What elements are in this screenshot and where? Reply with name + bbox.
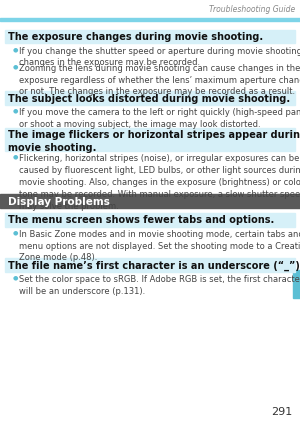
Text: ●: ● [13,275,19,280]
Text: The image flickers or horizontal stripes appear during
movie shooting.: The image flickers or horizontal stripes… [8,130,300,153]
Text: Troubleshooting Guide: Troubleshooting Guide [209,5,295,14]
Text: If you move the camera to the left or right quickly (high-speed panning)
or shoo: If you move the camera to the left or ri… [19,108,300,129]
Bar [5,91,295,105]
Text: Set the color space to sRGB. If Adobe RGB is set, the first character
will be an: Set the color space to sRGB. If Adobe RG… [19,275,300,296]
Text: Display Problems: Display Problems [8,198,110,207]
Bar [5,129,295,151]
Bar [5,30,295,44]
Text: ●: ● [13,47,19,52]
Text: If you change the shutter speed or aperture during movie shooting, the
changes i: If you change the shutter speed or apert… [19,47,300,67]
Text: Flickering, horizontal stripes (noise), or irregular exposures can be
caused by : Flickering, horizontal stripes (noise), … [19,154,300,211]
Text: ●: ● [13,109,19,113]
Bar [5,258,295,272]
Bar [0,195,300,209]
Text: ●: ● [13,64,19,69]
Text: Zooming the lens during movie shooting can cause changes in the
exposure regardl: Zooming the lens during movie shooting c… [19,64,300,96]
Text: ●: ● [13,155,19,160]
Text: The subject looks distorted during movie shooting.: The subject looks distorted during movie… [8,93,290,104]
Text: The exposure changes during movie shooting.: The exposure changes during movie shooti… [8,32,263,42]
Bar [293,270,300,298]
Bar [5,213,295,227]
Text: The menu screen shows fewer tabs and options.: The menu screen shows fewer tabs and opt… [8,215,274,225]
Bar [0,18,300,21]
Text: ●: ● [13,231,19,236]
Text: 291: 291 [271,407,292,417]
Text: In Basic Zone modes and in movie shooting mode, certain tabs and
menu options ar: In Basic Zone modes and in movie shootin… [19,230,300,263]
Text: The file name’s first character is an underscore (“_”).: The file name’s first character is an un… [8,261,300,271]
